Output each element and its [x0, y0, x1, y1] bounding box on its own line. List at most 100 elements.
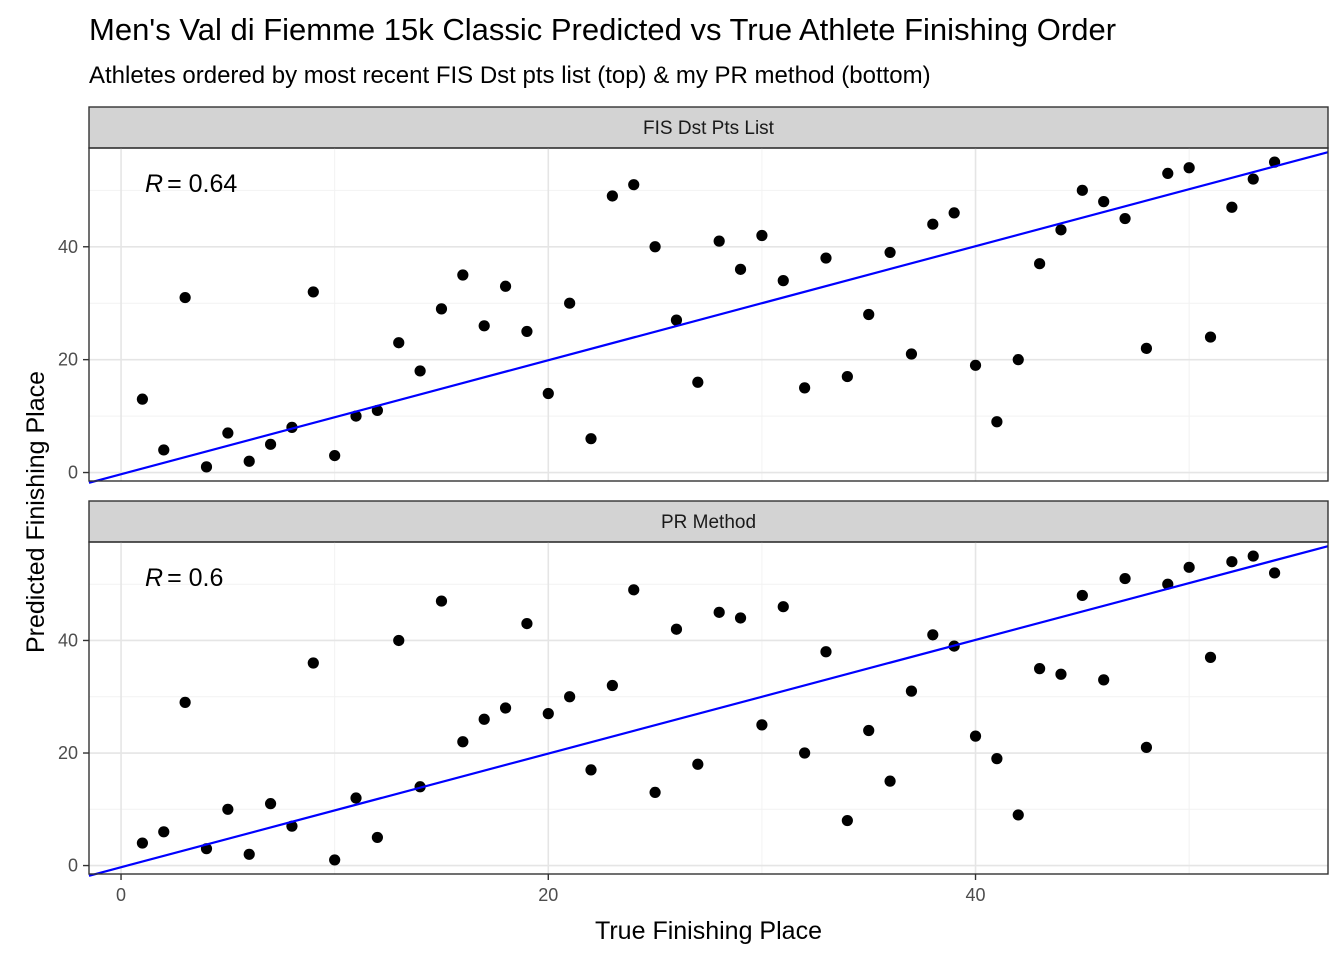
data-point [1098, 196, 1110, 208]
data-point [1119, 212, 1131, 225]
panel-pr-method: PR Method 0 20 40 0 20 40 R = 0.6 [58, 500, 1329, 905]
panel-strip [88, 106, 1329, 149]
panel-border [88, 541, 1329, 875]
data-point [799, 747, 811, 759]
data-point [179, 291, 191, 304]
data-point [329, 854, 341, 866]
panel-strip [88, 500, 1329, 543]
data-point [713, 235, 725, 247]
correlation-label: R = 0.64 [145, 170, 237, 198]
y-tick-label: 0 [68, 463, 78, 483]
data-point [158, 826, 170, 838]
data-point [457, 269, 469, 281]
data-point [1183, 561, 1195, 573]
data-point [585, 433, 597, 445]
data-point [820, 646, 832, 658]
data-point [1012, 354, 1024, 366]
regression-line [88, 545, 1329, 877]
data-point [1162, 167, 1174, 179]
data-point [1247, 550, 1259, 562]
data-point [692, 376, 704, 388]
data-point [222, 803, 234, 815]
data-point [905, 348, 918, 360]
data-point [542, 387, 554, 400]
panel-strip-label: FIS Dst Pts List [643, 118, 775, 139]
data-point [1247, 173, 1259, 185]
data-point [1055, 668, 1067, 680]
data-point [264, 438, 277, 450]
data-point [1226, 556, 1238, 568]
data-point [136, 837, 149, 849]
correlation-symbol: R [145, 564, 163, 592]
x-tick-label: 40 [966, 885, 986, 905]
data-point [478, 320, 490, 332]
data-point [1076, 589, 1088, 602]
data-point [393, 634, 405, 647]
data-point [905, 685, 918, 697]
data-point [841, 814, 853, 827]
data-point [948, 207, 960, 219]
data-point [628, 179, 640, 191]
correlation-label: R = 0.6 [145, 564, 223, 592]
data-point [307, 286, 319, 298]
data-point [1034, 663, 1046, 675]
data-point [1204, 331, 1217, 343]
data-point [927, 629, 939, 641]
data-point [222, 427, 234, 439]
panel-fis-dst-pts-list: FIS Dst Pts List 0 20 40 R = 0.64 [58, 106, 1329, 484]
panel-strip-label: PR Method [661, 512, 756, 533]
y-tick-label: 20 [58, 743, 78, 763]
panel-border [88, 147, 1329, 482]
chart-title: Men's Val di Fiemme 15k Classic Predicte… [89, 12, 1116, 47]
data-point [670, 623, 683, 635]
data-point [841, 370, 853, 383]
data-point [1055, 224, 1067, 236]
data-point [606, 679, 618, 692]
x-tick-label: 0 [116, 885, 126, 905]
data-point [692, 758, 704, 770]
data-point [1183, 162, 1195, 174]
data-point [863, 724, 875, 737]
data-point [670, 314, 683, 326]
regression-line [88, 151, 1329, 484]
y-tick-label: 0 [68, 856, 78, 876]
data-point [457, 736, 469, 748]
data-point [499, 280, 512, 292]
correlation-value: = 0.6 [167, 564, 223, 592]
data-point [435, 595, 448, 607]
data-point [713, 606, 725, 618]
data-point [243, 455, 255, 467]
data-point [1076, 184, 1088, 196]
data-point [564, 691, 576, 703]
y-tick-label: 40 [58, 237, 78, 257]
data-point [628, 584, 640, 596]
data-point [969, 730, 982, 742]
data-point [927, 218, 939, 230]
plot-area: 0 20 40 0 20 40 [58, 541, 1329, 905]
y-axis-title: Predicted Finishing Place [22, 371, 50, 653]
data-point [478, 713, 490, 725]
data-point [863, 308, 875, 321]
data-point [243, 848, 255, 860]
data-point [991, 416, 1003, 428]
data-point [606, 190, 618, 202]
data-point [329, 450, 341, 462]
data-point [756, 719, 768, 731]
data-point [350, 792, 362, 804]
data-point [542, 708, 554, 720]
data-point [991, 753, 1003, 765]
data-point [1098, 674, 1110, 686]
data-point [158, 444, 170, 456]
data-point [499, 702, 512, 714]
data-point [307, 657, 319, 669]
data-point [136, 393, 149, 405]
data-point [777, 275, 789, 287]
data-point [1226, 201, 1238, 213]
data-point [777, 601, 789, 613]
data-point [820, 252, 832, 264]
data-point [734, 612, 747, 624]
data-point [1140, 741, 1153, 753]
y-tick-label: 40 [58, 630, 78, 650]
data-point [264, 798, 277, 810]
